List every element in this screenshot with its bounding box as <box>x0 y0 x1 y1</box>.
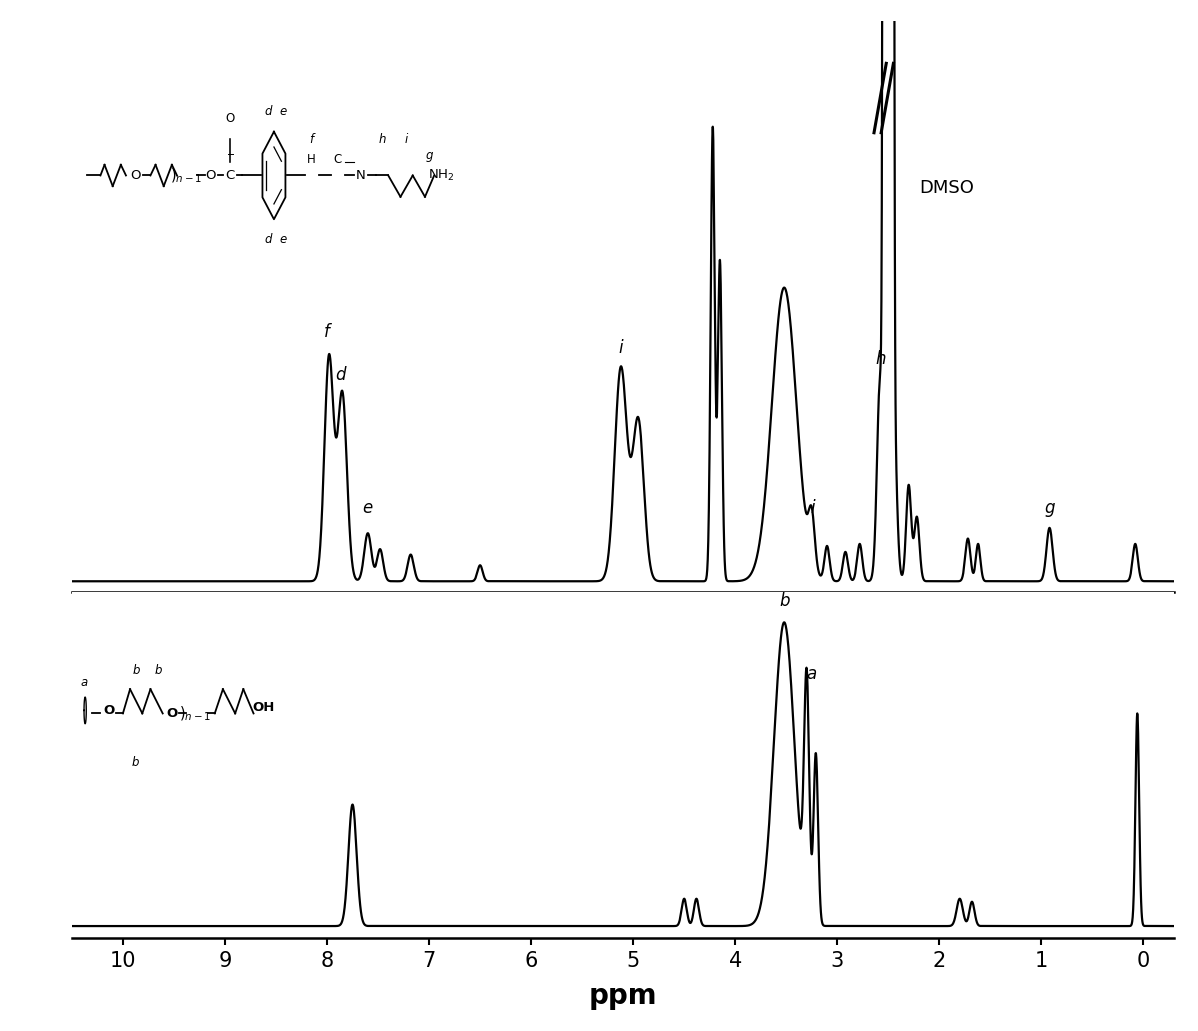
Text: b: b <box>155 664 163 677</box>
Text: f: f <box>309 133 314 146</box>
Text: h: h <box>876 350 887 368</box>
Text: d  e: d e <box>265 105 288 119</box>
Text: i: i <box>618 339 623 357</box>
Text: b: b <box>132 756 139 769</box>
Text: i: i <box>811 499 815 518</box>
Text: OH: OH <box>253 701 274 713</box>
Text: O: O <box>103 704 114 717</box>
Text: O: O <box>167 707 177 720</box>
Text: DMSO: DMSO <box>919 178 974 197</box>
Text: d  e: d e <box>265 233 288 245</box>
Text: i: i <box>405 133 409 146</box>
Text: b: b <box>779 592 789 610</box>
Text: $)_{n-1}$: $)_{n-1}$ <box>170 166 202 185</box>
Text: d: d <box>335 366 345 384</box>
Text: a: a <box>80 676 87 689</box>
Text: a: a <box>806 665 817 684</box>
Text: g: g <box>425 149 432 162</box>
Text: C: C <box>225 169 235 181</box>
Text: b: b <box>133 664 140 677</box>
X-axis label: ppm: ppm <box>588 982 658 1009</box>
Text: N: N <box>356 169 365 181</box>
Text: O: O <box>129 169 140 181</box>
Text: e: e <box>363 499 373 518</box>
Text: $)_{n-1}$: $)_{n-1}$ <box>180 704 212 723</box>
Text: O: O <box>205 169 216 181</box>
Text: f: f <box>325 323 329 341</box>
Text: h: h <box>379 133 386 146</box>
Text: C: C <box>333 153 341 166</box>
Text: O: O <box>225 111 235 125</box>
Text: g: g <box>1045 499 1054 518</box>
Text: H: H <box>308 153 316 166</box>
Text: NH$_2$: NH$_2$ <box>428 168 454 184</box>
